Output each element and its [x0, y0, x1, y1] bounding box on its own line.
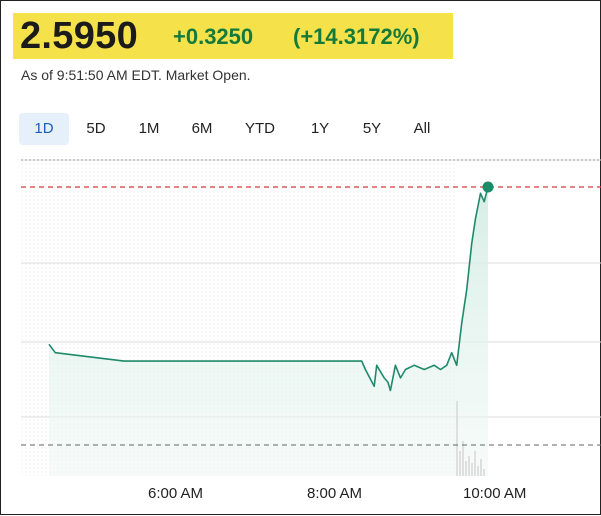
tab-1y[interactable]: 1Y	[310, 120, 330, 137]
market-status: As of 9:51:50 AM EDT. Market Open.	[21, 67, 251, 83]
quote-header: 2.5950 +0.3250 (+14.3172%)	[13, 13, 453, 59]
price-chart-svg	[21, 156, 601, 476]
price-line	[48, 186, 489, 392]
price-change: +0.3250	[173, 24, 254, 49]
last-price: 2.5950	[20, 15, 139, 57]
last-price-marker	[482, 181, 494, 193]
tab-6m[interactable]: 6M	[191, 120, 213, 137]
price-change-percent: (+14.3172%)	[293, 24, 420, 49]
x-tick-label: 10:00 AM	[463, 485, 527, 502]
tab-1d[interactable]: 1D	[19, 113, 69, 145]
range-tabs: 1D 5D 1M 6M YTD 1Y 5Y All	[19, 113, 449, 145]
price-area	[49, 187, 488, 476]
x-tick-label: 6:00 AM	[148, 485, 204, 502]
tab-ytd[interactable]: YTD	[245, 120, 275, 137]
tab-all[interactable]: All	[413, 120, 431, 137]
x-tick-label: 8:00 AM	[307, 485, 363, 502]
tab-1m[interactable]: 1M	[138, 120, 160, 137]
tab-5y[interactable]: 5Y	[362, 120, 382, 137]
tab-5d[interactable]: 5D	[86, 120, 106, 137]
price-chart[interactable]	[1, 151, 601, 516]
